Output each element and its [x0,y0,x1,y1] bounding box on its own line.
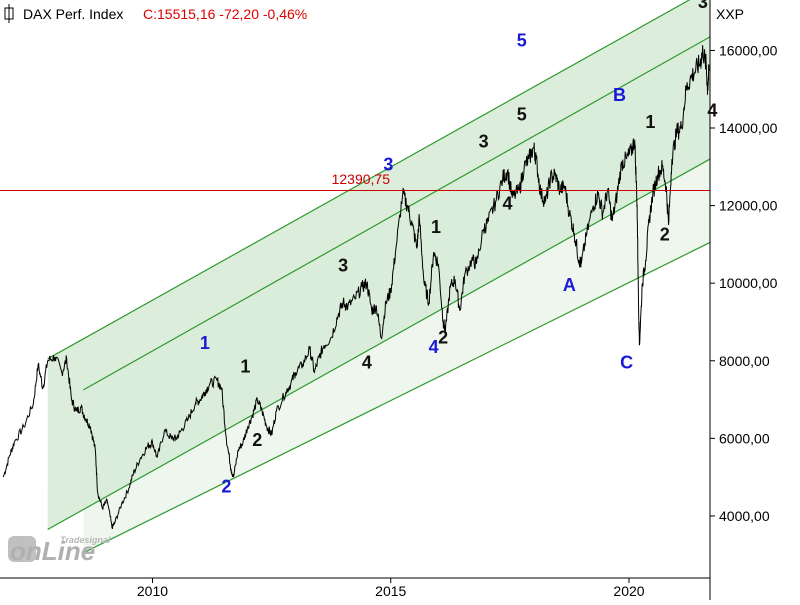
y-tick-label: 12000,00 [719,198,778,214]
outer-channel-upper-line[interactable] [47,0,710,360]
wave-label: 1 [240,356,250,376]
wave-label: B [613,85,626,105]
instrument-name: DAX Perf. Index [23,6,123,22]
watermark-main-text: onLine [10,536,95,566]
wave-label: 2 [252,430,262,450]
wave-label: 1 [645,112,655,132]
y-tick-label: 14000,00 [719,120,778,136]
x-tick-label: 2015 [375,583,406,599]
reference-layer: 12390,75 [0,171,710,191]
outer-channel-lower-line[interactable] [47,158,711,531]
watermark-small-text: Tradesignal [60,535,111,545]
y-tick-label: 4000,00 [719,508,770,524]
wave-label: 3 [479,131,489,151]
wave-label: 3 [383,155,393,175]
channel-layer [47,0,711,554]
x-tick-label: 2020 [613,583,644,599]
axis-unit-label: XXP [716,6,744,22]
reference-line-label: 12390,75 [332,171,391,187]
inner-channel-upper-line[interactable] [83,36,711,391]
wave-label: 1 [200,333,210,353]
wave-label: C [620,353,633,373]
price-series-line[interactable] [2,45,710,530]
wave-label: 2 [438,327,448,347]
outer-channel-fill [47,0,710,530]
price-quote: C:15515,16 -72,20 -0,46% [143,6,307,22]
y-tick-label: 16000,00 [719,42,778,58]
y-tick-label: 8000,00 [719,353,770,369]
wave-label: A [563,275,576,295]
wave-label: 4 [362,353,372,373]
wave-label: 2 [660,225,670,245]
y-tick-label: 10000,00 [719,275,778,291]
wave-label: 5 [517,31,527,51]
wave-label: 1 [431,217,441,237]
wave-label: 2 [221,477,231,497]
axis-layer: 4000,00 6000,00 8000,00 10000,00 12000,00 140… [0,0,778,600]
wave-label: 3 [338,256,348,276]
wave-label: 4 [429,337,439,357]
inner-channel-lower-line[interactable] [83,241,711,554]
wave-label: 4 [707,100,717,120]
x-tick-label: 2010 [137,583,168,599]
chart-header: DAX Perf. Index C:15515,16 -72,20 -0,46%… [4,4,744,23]
wave-label: 5 [517,104,527,124]
wave-label: 3 [698,0,708,12]
watermark: Tradesignal onLine [8,535,111,566]
price-layer [2,45,710,530]
y-tick-label: 6000,00 [719,430,770,446]
wave-label: 4 [502,193,512,213]
watermark-logo-box [8,536,36,562]
